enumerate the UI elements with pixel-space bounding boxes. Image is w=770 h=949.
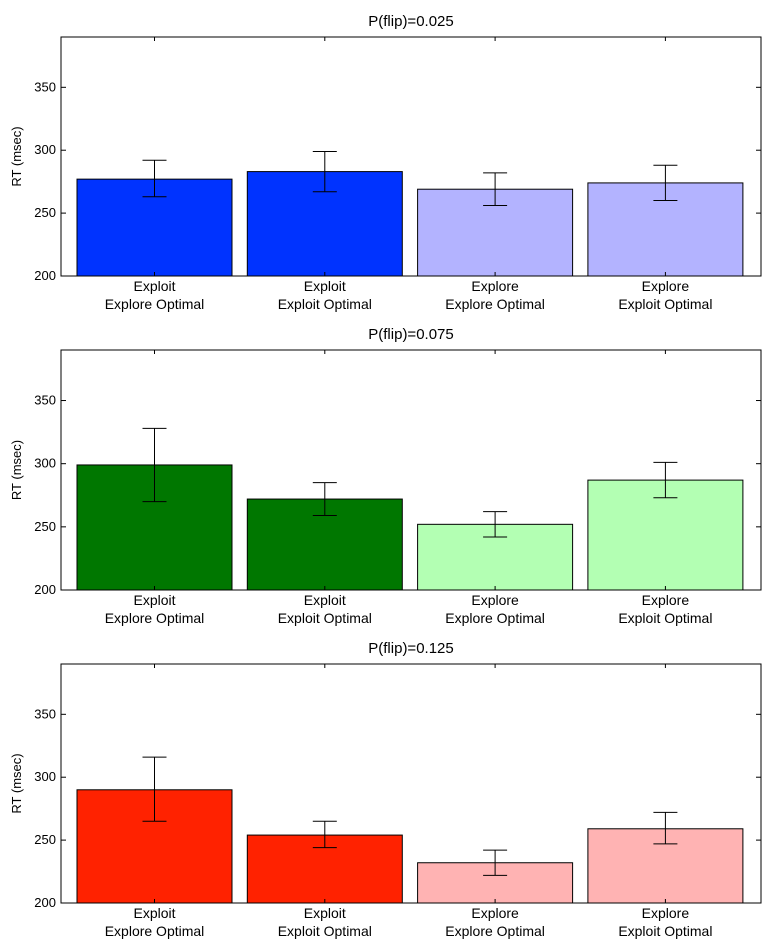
category-label-2-line-1: Exploit	[304, 592, 346, 608]
category-label-4-line-2: Exploit Optimal	[618, 610, 712, 626]
chart-panel-3: P(flip)=0.125 RT (msec) Exploit Explore Opt…	[9, 640, 762, 939]
axes-frame	[60, 36, 762, 277]
category-label-1-line-1: Exploit	[133, 905, 175, 921]
category-label-2-line-2: Exploit Optimal	[278, 296, 372, 312]
category-label-1-line-2: Explore Optimal	[105, 610, 205, 626]
category-label-3-line-2: Explore Optimal	[445, 923, 545, 939]
category-label-4-line-1: Explore	[642, 905, 690, 921]
category-label-1-line-1: Exploit	[133, 278, 175, 294]
error-bar-3	[483, 172, 508, 207]
category-label-1-line-1: Exploit	[133, 592, 175, 608]
error-bar-2	[312, 820, 337, 849]
chart-panel-2: P(flip)=0.075 RT (msec) Exploit Explore Opt…	[9, 326, 762, 626]
y-tick-label-350: 350	[34, 393, 56, 408]
y-tick-label-200: 200	[34, 582, 56, 597]
error-bar-4	[653, 164, 678, 202]
axes-frame	[60, 349, 762, 591]
error-bar-4	[653, 461, 678, 499]
y-tick-label-300: 300	[34, 142, 56, 157]
error-bar-3	[483, 849, 508, 876]
error-bar-1	[142, 159, 167, 198]
y-tick-label-350: 350	[34, 79, 56, 94]
category-label-3-line-1: Explore	[471, 278, 519, 294]
y-tick-label-250: 250	[34, 832, 56, 847]
y-axis-label: RT (msec)	[9, 440, 24, 500]
bar-4	[587, 479, 744, 591]
error-bar-2	[312, 150, 337, 193]
axes-frame	[60, 663, 762, 904]
error-bar-1	[142, 756, 167, 822]
category-label-3-line-1: Explore	[471, 905, 519, 921]
category-label-2-line-2: Exploit Optimal	[278, 610, 372, 626]
category-label-3-line-2: Explore Optimal	[445, 610, 545, 626]
y-tick-label-350: 350	[34, 706, 56, 721]
error-bar-3	[483, 511, 508, 538]
y-tick-label-200: 200	[34, 268, 56, 283]
category-label-4-line-2: Exploit Optimal	[618, 296, 712, 312]
y-axis-label: RT (msec)	[9, 753, 24, 813]
category-label-4-line-1: Explore	[642, 592, 690, 608]
error-bar-4	[653, 811, 678, 845]
chart-title: P(flip)=0.025	[368, 13, 453, 30]
category-label-4-line-2: Exploit Optimal	[618, 923, 712, 939]
chart-title: P(flip)=0.125	[368, 640, 453, 657]
y-tick-label-250: 250	[34, 205, 56, 220]
category-label-3-line-2: Explore Optimal	[445, 296, 545, 312]
category-label-1-line-2: Explore Optimal	[105, 923, 205, 939]
error-bar-2	[312, 482, 337, 516]
y-tick-label-250: 250	[34, 519, 56, 534]
category-label-1-line-2: Explore Optimal	[105, 296, 205, 312]
y-tick-label-200: 200	[34, 895, 56, 910]
category-label-2-line-1: Exploit	[304, 905, 346, 921]
y-axis-label: RT (msec)	[9, 126, 24, 186]
chart-panel-1: P(flip)=0.025 RT (msec) Exploit Explore Opt…	[9, 13, 762, 312]
category-label-2-line-2: Exploit Optimal	[278, 923, 372, 939]
category-label-3-line-1: Explore	[471, 592, 519, 608]
y-tick-label-300: 300	[34, 769, 56, 784]
y-tick-label-300: 300	[34, 456, 56, 471]
category-label-2-line-1: Exploit	[304, 278, 346, 294]
chart-title: P(flip)=0.075	[368, 326, 453, 343]
category-label-4-line-1: Explore	[642, 278, 690, 294]
error-bar-1	[142, 427, 167, 503]
